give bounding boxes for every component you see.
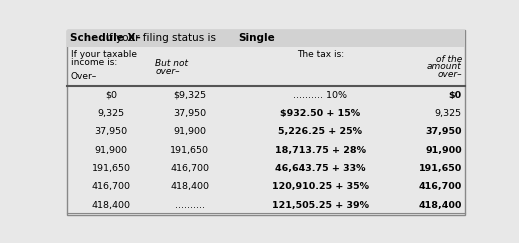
Text: 191,650: 191,650 — [170, 146, 209, 155]
Text: amount: amount — [427, 62, 462, 71]
Text: Schedule X–: Schedule X– — [70, 33, 141, 43]
Text: over–: over– — [437, 70, 462, 79]
Text: If your taxable: If your taxable — [71, 50, 137, 59]
Text: 46,643.75 + 33%: 46,643.75 + 33% — [275, 164, 365, 173]
Text: $0: $0 — [105, 91, 117, 100]
Text: 416,700: 416,700 — [170, 164, 209, 173]
Text: Single: Single — [239, 33, 276, 43]
Text: over–: over– — [155, 67, 180, 76]
Text: $932.50 + 15%: $932.50 + 15% — [280, 109, 360, 118]
Text: 418,400: 418,400 — [418, 200, 462, 209]
Text: 91,900: 91,900 — [173, 127, 206, 136]
Text: $0: $0 — [449, 91, 462, 100]
Text: 91,900: 91,900 — [94, 146, 128, 155]
Text: 416,700: 416,700 — [419, 182, 462, 191]
Text: 418,400: 418,400 — [92, 200, 131, 209]
Text: 191,650: 191,650 — [92, 164, 131, 173]
Text: Over–: Over– — [71, 72, 97, 81]
Text: .......... 10%: .......... 10% — [293, 91, 347, 100]
Text: 18,713.75 + 28%: 18,713.75 + 28% — [275, 146, 366, 155]
Text: 37,950: 37,950 — [173, 109, 206, 118]
Text: of the: of the — [435, 55, 462, 64]
Text: 191,650: 191,650 — [419, 164, 462, 173]
Text: 37,950: 37,950 — [94, 127, 128, 136]
Text: 91,900: 91,900 — [425, 146, 462, 155]
Text: 9,325: 9,325 — [98, 109, 125, 118]
Text: income is:: income is: — [71, 58, 117, 67]
Text: But not: But not — [155, 59, 188, 68]
Text: 9,325: 9,325 — [435, 109, 462, 118]
Text: 120,910.25 + 35%: 120,910.25 + 35% — [272, 182, 369, 191]
Text: 5,226.25 + 25%: 5,226.25 + 25% — [278, 127, 362, 136]
Text: If your filing status is: If your filing status is — [106, 33, 220, 43]
Text: $9,325: $9,325 — [173, 91, 206, 100]
Text: The tax is:: The tax is: — [297, 50, 344, 59]
Text: 121,505.25 + 39%: 121,505.25 + 39% — [272, 200, 369, 209]
Text: ..........: .......... — [174, 200, 204, 209]
Text: 416,700: 416,700 — [92, 182, 131, 191]
Text: 37,950: 37,950 — [426, 127, 462, 136]
Text: 418,400: 418,400 — [170, 182, 209, 191]
Bar — [67, 30, 465, 47]
